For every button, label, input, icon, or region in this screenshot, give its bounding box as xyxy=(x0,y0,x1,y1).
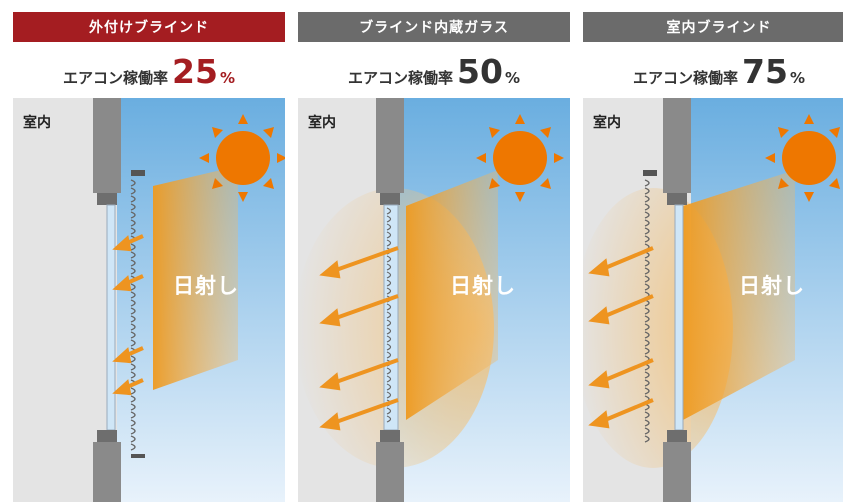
window-frame-top xyxy=(663,98,691,193)
scene-illustration: 室内 日射し xyxy=(583,98,843,502)
heat-arrows xyxy=(112,234,144,396)
room-label: 室内 xyxy=(593,115,621,131)
blind-slats xyxy=(644,179,650,443)
ac-rate-label: エアコン稼働率 xyxy=(633,69,739,87)
glass-pane xyxy=(383,204,399,431)
sun-icon xyxy=(476,114,564,202)
sunlight-label: 日射し xyxy=(739,274,805,298)
ac-rate-value: 25 xyxy=(172,52,218,91)
window-frame-top xyxy=(376,98,404,193)
glass-pane xyxy=(674,204,684,431)
panel-internal-blind: ブラインド内蔵ガラス エアコン稼働率 50 % xyxy=(298,0,570,502)
glass-pane xyxy=(106,204,116,431)
panel-header: 外付けブラインド xyxy=(13,12,285,42)
panel-indoor-blind: 室内ブラインド エアコン稼働率 75 % xyxy=(583,0,843,502)
ac-rate-label: エアコン稼働率 xyxy=(348,69,454,87)
sun-icon xyxy=(199,114,285,202)
sunlight-beam xyxy=(683,170,795,420)
sunlight-beam xyxy=(153,166,238,390)
ac-rate-label: エアコン稼働率 xyxy=(63,69,169,87)
sunlight-label: 日射し xyxy=(450,274,516,298)
ac-rate: エアコン稼働率 50 % xyxy=(298,50,570,94)
ac-rate-value: 75 xyxy=(742,52,788,91)
room-label: 室内 xyxy=(308,115,336,131)
ac-rate: エアコン稼働率 75 % xyxy=(583,50,843,94)
ac-rate-unit: % xyxy=(789,69,805,87)
sunlight-beam xyxy=(406,170,498,420)
ac-rate-unit: % xyxy=(504,69,520,87)
panel-header: 室内ブラインド xyxy=(583,12,843,42)
ac-rate: エアコン稼働率 25 % xyxy=(13,50,285,94)
scene-illustration: 室内 日射し xyxy=(298,98,570,502)
ac-rate-value: 50 xyxy=(457,52,503,91)
window-frame-bottom xyxy=(93,442,121,502)
scene-illustration: 室内 日射し xyxy=(13,98,285,502)
heat-arrows xyxy=(588,246,654,429)
room-label: 室内 xyxy=(23,115,51,131)
ac-rate-unit: % xyxy=(219,69,235,87)
window-frame-top xyxy=(93,98,121,193)
sunlight-label: 日射し xyxy=(173,274,239,298)
sun-icon xyxy=(765,114,840,202)
heat-arrows xyxy=(319,246,399,431)
window-frame-bottom xyxy=(663,442,691,502)
window-frame-bottom xyxy=(376,442,404,502)
panel-exterior-blind: 外付けブラインド エアコン稼働率 25 % xyxy=(13,0,285,502)
panel-header: ブラインド内蔵ガラス xyxy=(298,12,570,42)
